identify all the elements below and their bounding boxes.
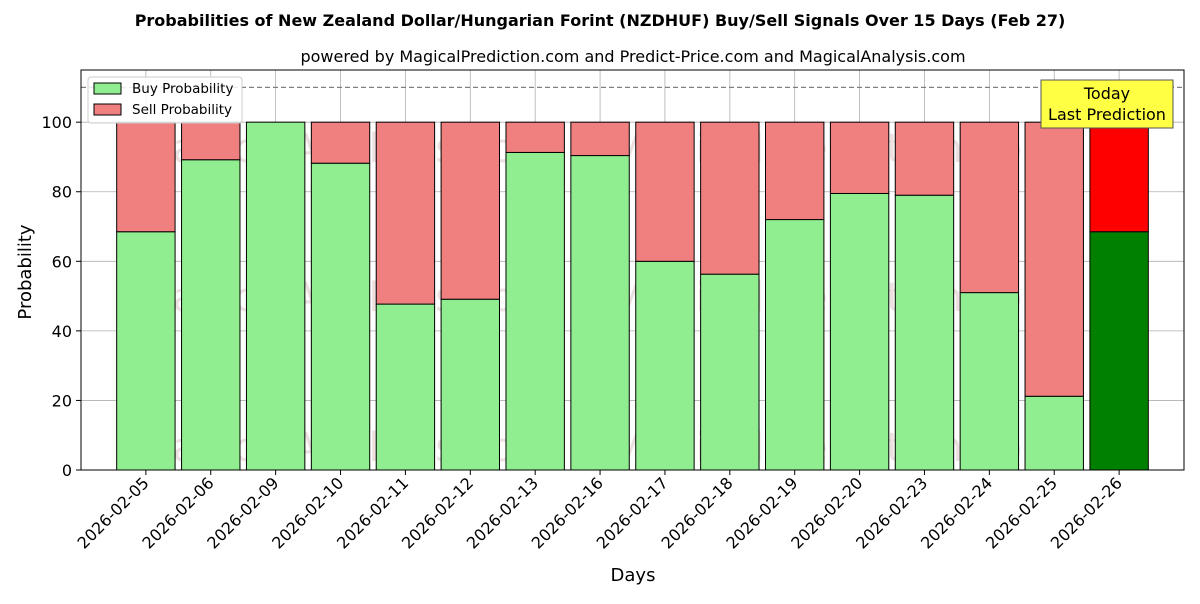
- buy-bar: [829, 192, 890, 471]
- plot-frame: [80, 69, 1185, 471]
- buy-bar: [570, 155, 630, 471]
- y-tick-label: 20: [52, 391, 72, 410]
- sell-bar: [959, 121, 1020, 294]
- buy-bar: [245, 121, 306, 471]
- buy-bar: [375, 303, 436, 471]
- sell-bar: [700, 121, 760, 275]
- annotation-text: Today: [1083, 84, 1130, 103]
- sell-bar: [440, 121, 500, 300]
- annotation-box: [1040, 79, 1174, 129]
- buy-bar: [700, 273, 760, 471]
- y-tick-label: 100: [41, 113, 72, 132]
- legend-label: Buy Probability: [132, 81, 233, 97]
- buy-bar: [1024, 395, 1084, 471]
- buy-bar: [959, 292, 1020, 471]
- today-annotation: Today Last Prediction: [1040, 79, 1174, 129]
- y-tick-label: 80: [52, 183, 72, 202]
- buy-bar: [765, 219, 825, 471]
- sell-bar: [829, 121, 890, 194]
- y-tick-label: 60: [52, 252, 72, 271]
- buy-bar: [181, 159, 241, 471]
- chart-title: Probabilities of New Zealand Dollar/Hung…: [135, 11, 1066, 30]
- y-tick-label: 40: [52, 322, 72, 341]
- sell-bar: [570, 121, 630, 157]
- sell-bar: [635, 121, 695, 262]
- x-axis-label: Days: [611, 565, 656, 586]
- bars-layer: [116, 121, 1149, 471]
- sell-bar: [375, 121, 436, 305]
- legend: Buy Probability Sell Probability: [87, 76, 243, 124]
- buy-bar: [635, 260, 695, 471]
- annotation-text: Last Prediction: [1048, 105, 1166, 124]
- sell-bar: [116, 121, 176, 233]
- legend-label: Sell Probability: [132, 102, 232, 118]
- sell-bar: [181, 121, 241, 161]
- sell-bar: [310, 121, 371, 164]
- buy-bar: [116, 231, 176, 471]
- x-axis: 2026-02-052026-02-062026-02-092026-02-10…: [74, 470, 1126, 553]
- buy-bar: [1089, 231, 1149, 471]
- sell-bar: [765, 121, 825, 221]
- legend-swatch: [93, 103, 122, 116]
- y-axis-label: Probability: [15, 224, 36, 319]
- chart-subtitle: powered by MagicalPrediction.com and Pre…: [300, 47, 965, 66]
- sell-bar: [1089, 121, 1149, 233]
- buy-bar: [894, 194, 955, 471]
- legend-swatch: [93, 82, 122, 95]
- sell-bar: [1024, 121, 1084, 397]
- sell-bar: [505, 121, 565, 153]
- buy-bar: [505, 151, 565, 471]
- buy-bar: [440, 298, 500, 471]
- legend-box: [87, 76, 243, 124]
- sell-bar: [894, 121, 955, 196]
- y-tick-label: 0: [62, 461, 72, 480]
- y-axis: 0 20 40 60 80 100: [41, 113, 81, 480]
- buy-bar: [310, 162, 371, 471]
